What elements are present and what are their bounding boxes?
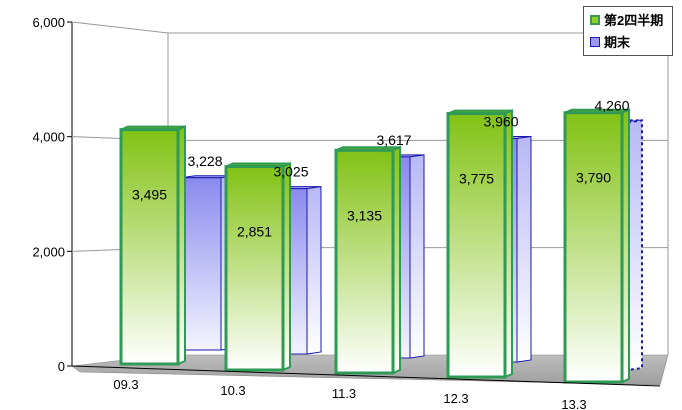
data-label-period-end: 4,260 — [594, 97, 629, 113]
data-label-quarter: 3,135 — [347, 207, 382, 223]
bar-quarter — [224, 165, 285, 372]
bar-period-end-side — [409, 154, 425, 359]
x-axis-line — [71, 365, 661, 387]
y-tick-label: 2,000 — [32, 244, 65, 259]
bar-period-end — [180, 177, 222, 351]
data-label-quarter: 3,775 — [459, 171, 494, 187]
legend-label-quarter: 第2四半期 — [604, 13, 664, 28]
y-tick-label: 4,000 — [32, 130, 65, 145]
y-tick-label: 6,000 — [32, 15, 65, 30]
legend-item-quarter: 第2四半期 — [590, 10, 672, 29]
data-label-period-end: 3,228 — [187, 153, 222, 169]
data-label-quarter: 2,851 — [237, 224, 272, 240]
bar-period-end-side — [627, 119, 643, 372]
data-label-period-end: 3,617 — [376, 132, 411, 148]
x-tick-label: 12.3 — [443, 391, 468, 406]
bar-quarter — [334, 148, 395, 375]
y-tick-label: 0 — [58, 359, 65, 374]
x-tick-label: 10.3 — [220, 383, 245, 398]
data-label-quarter: 3,495 — [132, 187, 167, 203]
legend-swatch-period-end — [590, 36, 600, 47]
legend: 第2四半期 期末 — [583, 6, 673, 56]
legend-item-period-end: 期末 — [590, 32, 672, 51]
bar-period-end-side — [516, 135, 532, 363]
bar-quarter — [446, 112, 507, 379]
data-label-period-end: 3,025 — [273, 164, 308, 180]
x-tick-label: 11.3 — [332, 386, 356, 401]
bar-period-end-side — [306, 186, 322, 355]
data-label-period-end: 3,960 — [483, 113, 518, 129]
bar-quarter — [563, 111, 624, 384]
gridline-side — [71, 21, 169, 34]
legend-swatch-quarter — [590, 14, 600, 25]
legend-label-period-end: 期末 — [604, 35, 631, 50]
data-label-quarter: 3,790 — [576, 170, 611, 186]
x-tick-label: 13.3 — [561, 397, 586, 410]
bar-quarter — [119, 128, 180, 366]
x-tick-label: 09.3 — [113, 377, 138, 392]
